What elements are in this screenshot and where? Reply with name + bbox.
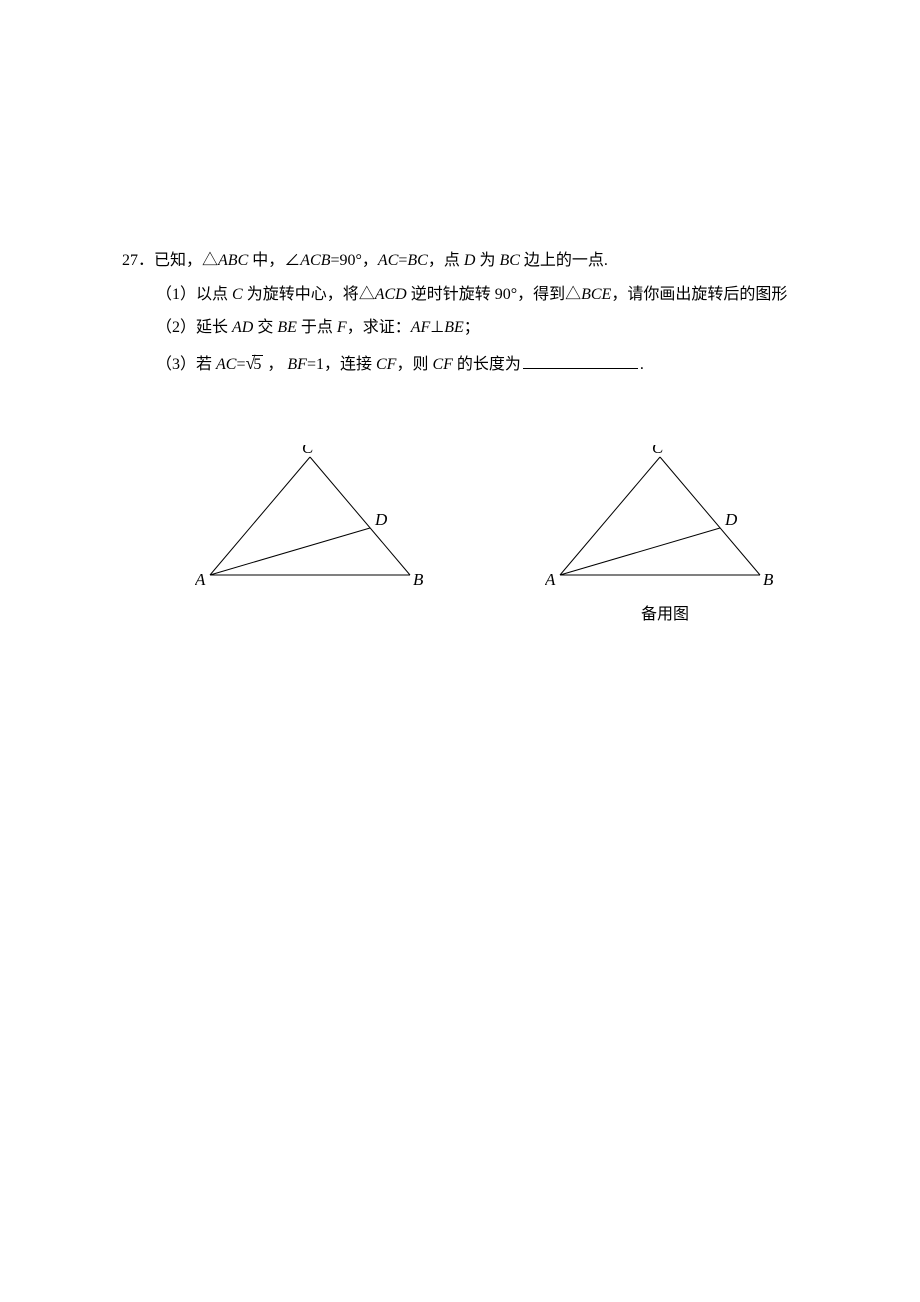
subproblem-2: （2）延长 AD 交 BE 于点 F，求证：AF⊥BE； <box>122 311 802 345</box>
svg-text:C: C <box>652 445 664 457</box>
problem-stem: 27．已知，△ABC 中，∠ACB=90°，AC=BC，点 D 为 BC 边上的… <box>122 244 802 278</box>
svg-text:D: D <box>724 510 738 529</box>
svg-text:B: B <box>763 570 774 589</box>
triangle-figure-left: A B C D <box>195 445 435 595</box>
triangle-figure-right: A B C D <box>545 445 785 595</box>
figure-caption-right: 备用图 <box>545 600 785 624</box>
svg-text:D: D <box>374 510 388 529</box>
svg-text:A: A <box>545 570 556 589</box>
figures-container: A B C D A B C D 备用图 <box>195 445 835 645</box>
svg-text:B: B <box>413 570 424 589</box>
problem-block: 27．已知，△ABC 中，∠ACB=90°，AC=BC，点 D 为 BC 边上的… <box>122 244 802 383</box>
subproblem-3: （3）若 AC=√5 ， BF=1，连接 CF，则 CF 的长度为. <box>122 345 802 383</box>
svg-text:C: C <box>302 445 314 457</box>
svg-text:A: A <box>195 570 206 589</box>
subproblem-1: （1）以点 C 为旋转中心，将△ACD 逆时针旋转 90°，得到△BCE，请你画… <box>122 278 802 312</box>
answer-blank <box>523 352 638 369</box>
sqrt-expression: √5 <box>246 345 264 383</box>
problem-number: 27． <box>122 244 154 278</box>
